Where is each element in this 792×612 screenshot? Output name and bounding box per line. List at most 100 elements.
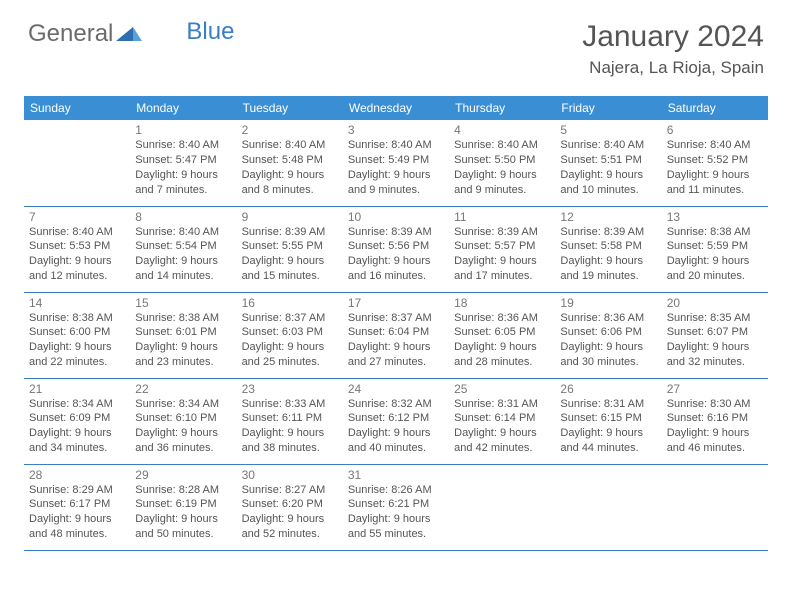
- day-cell: [555, 464, 661, 550]
- sunrise-text: Sunrise: 8:40 AM: [29, 225, 125, 240]
- day-number: 8: [135, 210, 231, 224]
- daylight-text: Daylight: 9 hours and 16 minutes.: [348, 254, 444, 284]
- sunrise-text: Sunrise: 8:31 AM: [560, 397, 656, 412]
- day-cell: 7Sunrise: 8:40 AMSunset: 5:53 PMDaylight…: [24, 206, 130, 292]
- day-cell: 15Sunrise: 8:38 AMSunset: 6:01 PMDayligh…: [130, 292, 236, 378]
- sunset-text: Sunset: 6:19 PM: [135, 497, 231, 512]
- sunrise-text: Sunrise: 8:34 AM: [29, 397, 125, 412]
- sunrise-text: Sunrise: 8:31 AM: [454, 397, 550, 412]
- daylight-text: Daylight: 9 hours and 9 minutes.: [348, 168, 444, 198]
- sunrise-text: Sunrise: 8:40 AM: [242, 138, 338, 153]
- sunset-text: Sunset: 6:00 PM: [29, 325, 125, 340]
- day-cell: 22Sunrise: 8:34 AMSunset: 6:10 PMDayligh…: [130, 378, 236, 464]
- day-cell: 26Sunrise: 8:31 AMSunset: 6:15 PMDayligh…: [555, 378, 661, 464]
- dayhead-wed: Wednesday: [343, 96, 449, 120]
- sunrise-text: Sunrise: 8:40 AM: [348, 138, 444, 153]
- day-cell: [662, 464, 768, 550]
- daylight-text: Daylight: 9 hours and 42 minutes.: [454, 426, 550, 456]
- day-number: 18: [454, 296, 550, 310]
- day-cell: 11Sunrise: 8:39 AMSunset: 5:57 PMDayligh…: [449, 206, 555, 292]
- location-text: Najera, La Rioja, Spain: [582, 58, 764, 78]
- week-row: 7Sunrise: 8:40 AMSunset: 5:53 PMDaylight…: [24, 206, 768, 292]
- day-cell: 29Sunrise: 8:28 AMSunset: 6:19 PMDayligh…: [130, 464, 236, 550]
- sunset-text: Sunset: 6:16 PM: [667, 411, 763, 426]
- sunset-text: Sunset: 6:05 PM: [454, 325, 550, 340]
- sunrise-text: Sunrise: 8:39 AM: [348, 225, 444, 240]
- day-number: 6: [667, 123, 763, 137]
- day-number: 3: [348, 123, 444, 137]
- sunset-text: Sunset: 6:09 PM: [29, 411, 125, 426]
- day-number: 12: [560, 210, 656, 224]
- day-cell: 28Sunrise: 8:29 AMSunset: 6:17 PMDayligh…: [24, 464, 130, 550]
- day-cell: 4Sunrise: 8:40 AMSunset: 5:50 PMDaylight…: [449, 120, 555, 206]
- sunset-text: Sunset: 5:53 PM: [29, 239, 125, 254]
- day-number: 27: [667, 382, 763, 396]
- sunrise-text: Sunrise: 8:29 AM: [29, 483, 125, 498]
- sunrise-text: Sunrise: 8:40 AM: [454, 138, 550, 153]
- day-cell: 14Sunrise: 8:38 AMSunset: 6:00 PMDayligh…: [24, 292, 130, 378]
- day-number: 22: [135, 382, 231, 396]
- daylight-text: Daylight: 9 hours and 28 minutes.: [454, 340, 550, 370]
- day-cell: 24Sunrise: 8:32 AMSunset: 6:12 PMDayligh…: [343, 378, 449, 464]
- day-cell: 10Sunrise: 8:39 AMSunset: 5:56 PMDayligh…: [343, 206, 449, 292]
- month-title: January 2024: [582, 20, 764, 54]
- sunrise-text: Sunrise: 8:28 AM: [135, 483, 231, 498]
- day-number: 29: [135, 468, 231, 482]
- sunrise-text: Sunrise: 8:37 AM: [242, 311, 338, 326]
- sunset-text: Sunset: 5:57 PM: [454, 239, 550, 254]
- sunset-text: Sunset: 6:15 PM: [560, 411, 656, 426]
- daylight-text: Daylight: 9 hours and 52 minutes.: [242, 512, 338, 542]
- daylight-text: Daylight: 9 hours and 20 minutes.: [667, 254, 763, 284]
- day-number: 19: [560, 296, 656, 310]
- daylight-text: Daylight: 9 hours and 22 minutes.: [29, 340, 125, 370]
- sunrise-text: Sunrise: 8:40 AM: [135, 138, 231, 153]
- sunset-text: Sunset: 5:59 PM: [667, 239, 763, 254]
- day-cell: 2Sunrise: 8:40 AMSunset: 5:48 PMDaylight…: [237, 120, 343, 206]
- sunset-text: Sunset: 6:01 PM: [135, 325, 231, 340]
- sunset-text: Sunset: 6:12 PM: [348, 411, 444, 426]
- day-number: 21: [29, 382, 125, 396]
- sunset-text: Sunset: 6:06 PM: [560, 325, 656, 340]
- sunset-text: Sunset: 5:58 PM: [560, 239, 656, 254]
- day-number: 17: [348, 296, 444, 310]
- sunrise-text: Sunrise: 8:40 AM: [135, 225, 231, 240]
- sunset-text: Sunset: 5:48 PM: [242, 153, 338, 168]
- day-cell: 23Sunrise: 8:33 AMSunset: 6:11 PMDayligh…: [237, 378, 343, 464]
- day-number: 11: [454, 210, 550, 224]
- day-number: 14: [29, 296, 125, 310]
- logo-triangle-icon: [116, 20, 142, 48]
- day-cell: 8Sunrise: 8:40 AMSunset: 5:54 PMDaylight…: [130, 206, 236, 292]
- sunset-text: Sunset: 6:14 PM: [454, 411, 550, 426]
- daylight-text: Daylight: 9 hours and 12 minutes.: [29, 254, 125, 284]
- sunset-text: Sunset: 5:52 PM: [667, 153, 763, 168]
- daylight-text: Daylight: 9 hours and 44 minutes.: [560, 426, 656, 456]
- day-cell: 21Sunrise: 8:34 AMSunset: 6:09 PMDayligh…: [24, 378, 130, 464]
- day-cell: 3Sunrise: 8:40 AMSunset: 5:49 PMDaylight…: [343, 120, 449, 206]
- daylight-text: Daylight: 9 hours and 36 minutes.: [135, 426, 231, 456]
- day-number: 1: [135, 123, 231, 137]
- sunset-text: Sunset: 5:54 PM: [135, 239, 231, 254]
- sunset-text: Sunset: 5:47 PM: [135, 153, 231, 168]
- day-cell: 12Sunrise: 8:39 AMSunset: 5:58 PMDayligh…: [555, 206, 661, 292]
- day-number: 31: [348, 468, 444, 482]
- daylight-text: Daylight: 9 hours and 38 minutes.: [242, 426, 338, 456]
- brand-logo: General Blue: [28, 20, 234, 48]
- day-number: 20: [667, 296, 763, 310]
- calendar-table: Sunday Monday Tuesday Wednesday Thursday…: [24, 96, 768, 551]
- brand-part1: General: [28, 20, 113, 48]
- sunset-text: Sunset: 5:55 PM: [242, 239, 338, 254]
- day-cell: 17Sunrise: 8:37 AMSunset: 6:04 PMDayligh…: [343, 292, 449, 378]
- daylight-text: Daylight: 9 hours and 25 minutes.: [242, 340, 338, 370]
- sunrise-text: Sunrise: 8:39 AM: [454, 225, 550, 240]
- sunset-text: Sunset: 5:49 PM: [348, 153, 444, 168]
- week-row: 21Sunrise: 8:34 AMSunset: 6:09 PM Dayligh…: [24, 378, 768, 464]
- day-number: 25: [454, 382, 550, 396]
- day-number: 28: [29, 468, 125, 482]
- daylight-text: Daylight: 9 hours and 46 minutes.: [667, 426, 763, 456]
- day-cell: 1Sunrise: 8:40 AMSunset: 5:47 PMDaylight…: [130, 120, 236, 206]
- daylight-text: Daylight: 9 hours and 50 minutes.: [135, 512, 231, 542]
- day-number: 30: [242, 468, 338, 482]
- day-number: 9: [242, 210, 338, 224]
- daylight-text: Daylight: 9 hours and 11 minutes.: [667, 168, 763, 198]
- dayhead-sat: Saturday: [662, 96, 768, 120]
